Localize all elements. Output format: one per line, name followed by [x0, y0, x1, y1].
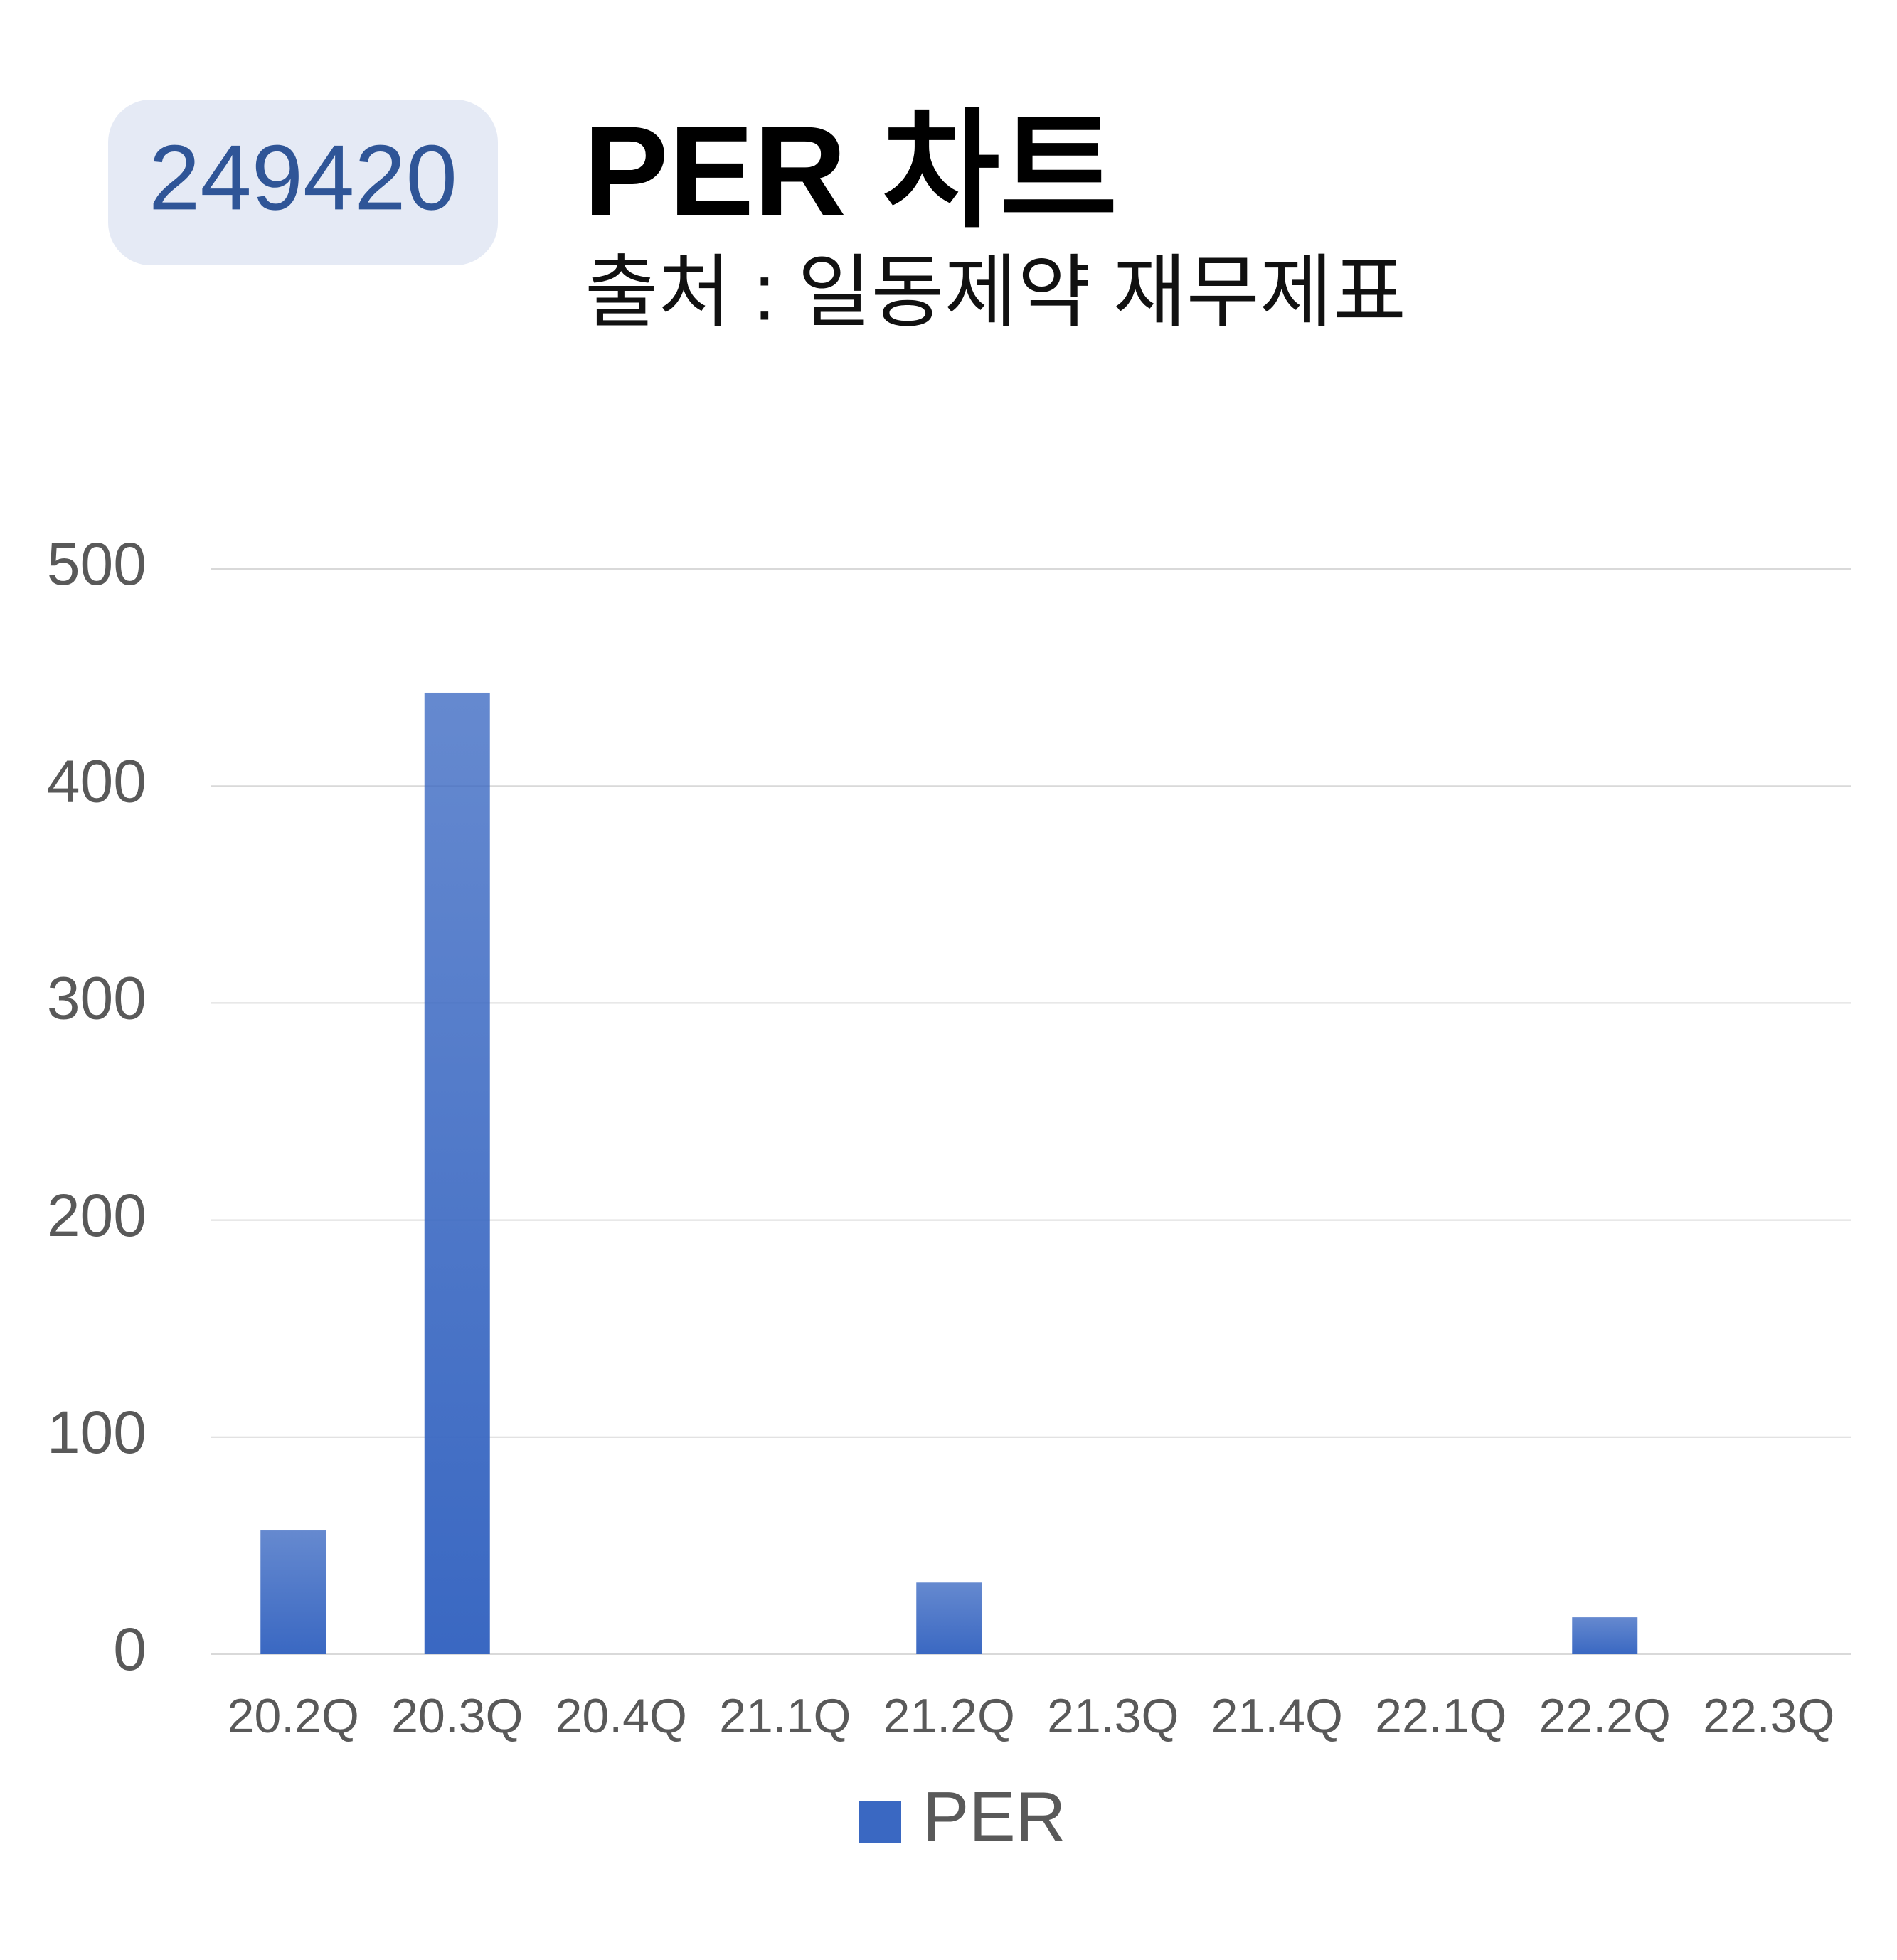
x-tick-label: 20.4Q [556, 1689, 687, 1743]
y-tick-label: 0 [113, 1616, 147, 1683]
chart-title: PER 차트 [583, 100, 1117, 243]
y-tick-label: 300 [47, 965, 147, 1032]
bar [1572, 1617, 1638, 1654]
x-tick-label: 22.1Q [1375, 1689, 1507, 1743]
legend-label: PER [923, 1777, 1066, 1855]
bar [260, 1530, 326, 1654]
x-tick-label: 21.3Q [1047, 1689, 1179, 1743]
bar [916, 1582, 982, 1654]
x-tick-label: 20.3Q [391, 1689, 523, 1743]
x-tick-label: 22.2Q [1539, 1689, 1671, 1743]
badge-bg [108, 100, 498, 265]
chart-subtitle: 출처 : 일동제약 재무제표 [585, 248, 1406, 337]
legend-swatch [859, 1801, 901, 1843]
bar [424, 692, 490, 1654]
y-tick-label: 400 [47, 747, 147, 814]
x-tick-label: 22.3Q [1703, 1689, 1834, 1743]
x-tick-label: 21.2Q [883, 1689, 1015, 1743]
y-tick-label: 100 [47, 1399, 147, 1466]
x-tick-label: 21.4Q [1211, 1689, 1343, 1743]
badge: 249420 [149, 125, 457, 229]
y-tick-label: 200 [47, 1182, 147, 1249]
x-tick-label: 20.2Q [228, 1689, 359, 1743]
x-tick-label: 21.1Q [719, 1689, 851, 1743]
y-tick-label: 500 [47, 531, 147, 597]
